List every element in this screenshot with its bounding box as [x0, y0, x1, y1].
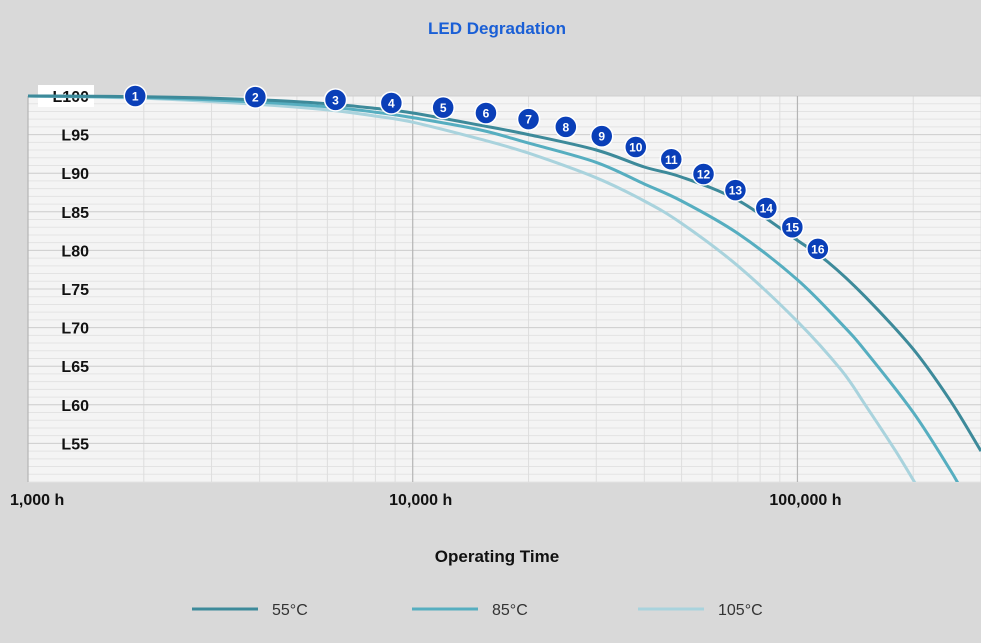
y-tick-label: L90: [61, 166, 89, 183]
marker-15: 15: [781, 216, 803, 238]
legend-item-105°C: 105°C: [638, 602, 763, 619]
legend-item-55°C: 55°C: [192, 602, 308, 619]
chart-title: LED Degradation: [428, 19, 566, 38]
x-axis-ticks: 1,000 h 10,000 h 100,000 h: [10, 492, 841, 509]
marker-label: 8: [562, 120, 569, 134]
y-tick-label: L75: [61, 282, 89, 299]
marker-label: 1: [132, 90, 139, 104]
marker-label: 15: [786, 221, 800, 235]
legend-label: 55°C: [272, 602, 308, 619]
marker-label: 9: [598, 130, 605, 144]
marker-label: 7: [525, 113, 532, 127]
marker-6: 6: [475, 102, 497, 124]
x-tick-label: 100,000 h: [769, 492, 841, 509]
marker-9: 9: [591, 125, 613, 147]
y-tick-label: L70: [61, 321, 89, 338]
y-tick-label: L65: [61, 359, 89, 376]
y-tick-label: L95: [61, 128, 89, 145]
marker-13: 13: [724, 179, 746, 201]
marker-12: 12: [693, 163, 715, 185]
marker-label: 3: [332, 93, 339, 107]
marker-label: 16: [811, 242, 825, 256]
marker-label: 14: [760, 201, 774, 215]
x-axis-label: Operating Time: [435, 547, 559, 566]
marker-3: 3: [325, 89, 347, 111]
marker-16: 16: [807, 238, 829, 260]
y-tick-label: L80: [61, 243, 89, 260]
marker-label: 5: [440, 101, 447, 115]
marker-label: 4: [388, 96, 395, 110]
legend-label: 105°C: [718, 602, 763, 619]
marker-4: 4: [380, 92, 402, 114]
x-tick-label: 10,000 h: [389, 492, 452, 509]
legend: 55°C 85°C 105°C: [192, 602, 763, 619]
y-tick-label: L85: [61, 205, 89, 222]
legend-label: 85°C: [492, 602, 528, 619]
marker-label: 12: [697, 167, 711, 181]
marker-label: 2: [252, 91, 259, 105]
marker-label: 11: [665, 153, 678, 167]
y-tick-label: L55: [61, 436, 89, 453]
marker-label: 13: [729, 184, 743, 198]
marker-1: 1: [124, 85, 146, 107]
marker-label: 10: [629, 140, 643, 154]
y-tick-label: L60: [61, 398, 89, 415]
marker-7: 7: [518, 108, 540, 130]
marker-2: 2: [244, 86, 266, 108]
marker-8: 8: [555, 116, 577, 138]
marker-label: 6: [483, 106, 490, 120]
x-tick-label: 1,000 h: [10, 492, 64, 509]
marker-11: 11: [660, 148, 682, 170]
legend-item-85°C: 85°C: [412, 602, 528, 619]
marker-14: 14: [755, 197, 777, 219]
marker-5: 5: [432, 97, 454, 119]
marker-10: 10: [625, 136, 647, 158]
